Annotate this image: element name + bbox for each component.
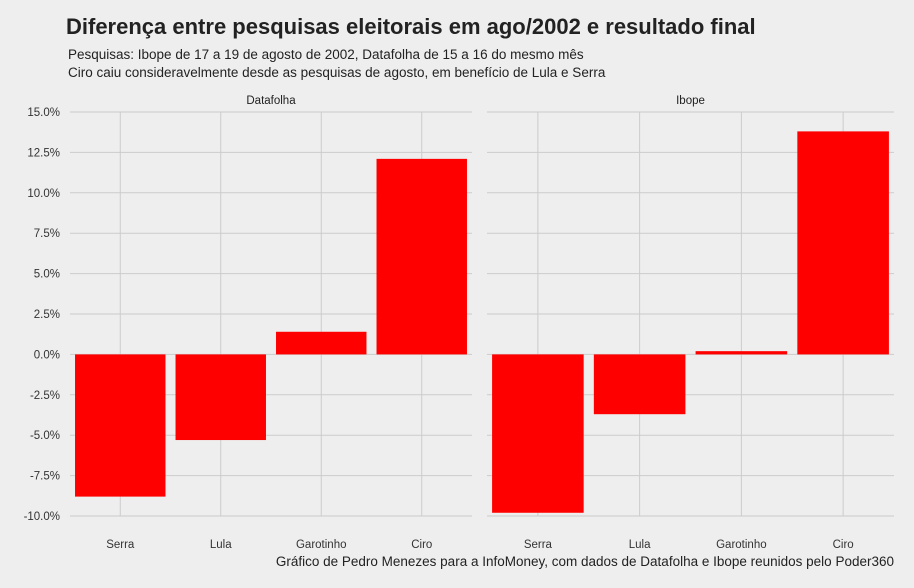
panel-label-ibope: Ibope	[676, 95, 705, 107]
panel-label-datafolha: Datafolha	[246, 95, 296, 107]
y-tick-label: 2.5%	[34, 309, 60, 321]
bar-ibope-ciro	[797, 131, 889, 355]
x-tick-label: Serra	[106, 539, 135, 551]
x-tick-label: Ciro	[411, 539, 432, 551]
y-tick-label: -7.5%	[30, 471, 60, 483]
y-tick-label: 5.0%	[34, 269, 60, 281]
y-tick-label: 15.0%	[27, 107, 60, 119]
y-tick-label: 0.0%	[34, 349, 60, 361]
bar-datafolha-serra	[75, 354, 166, 497]
bar-ibope-lula	[593, 354, 686, 415]
y-tick-label: -2.5%	[30, 390, 60, 402]
x-tick-label: Garotinho	[296, 539, 347, 551]
chart-subtitle-line-1: Pesquisas: Ibope de 17 a 19 de agosto de…	[68, 47, 584, 62]
bar-datafolha-garotinho	[276, 331, 367, 355]
y-tick-label: 12.5%	[27, 147, 60, 159]
y-tick-label: 7.5%	[34, 228, 60, 240]
x-tick-label: Serra	[524, 539, 553, 551]
bar-datafolha-ciro	[376, 158, 467, 355]
x-tick-label: Garotinho	[716, 539, 767, 551]
y-tick-label: -10.0%	[24, 511, 60, 523]
chart-subtitle-line-2: Ciro caiu consideravelmente desde as pes…	[68, 65, 606, 80]
x-tick-label: Lula	[210, 539, 232, 551]
bar-datafolha-lula	[175, 354, 266, 441]
bar-ibope-garotinho	[695, 351, 788, 355]
bar-ibope-serra	[492, 354, 584, 513]
chart-title: Diferença entre pesquisas eleitorais em …	[66, 14, 756, 39]
x-tick-label: Ciro	[833, 539, 854, 551]
x-tick-label: Lula	[629, 539, 651, 551]
y-tick-label: -5.0%	[30, 430, 60, 442]
chart-caption: Gráfico de Pedro Menezes para a InfoMone…	[275, 554, 894, 569]
y-tick-label: 10.0%	[27, 188, 60, 200]
